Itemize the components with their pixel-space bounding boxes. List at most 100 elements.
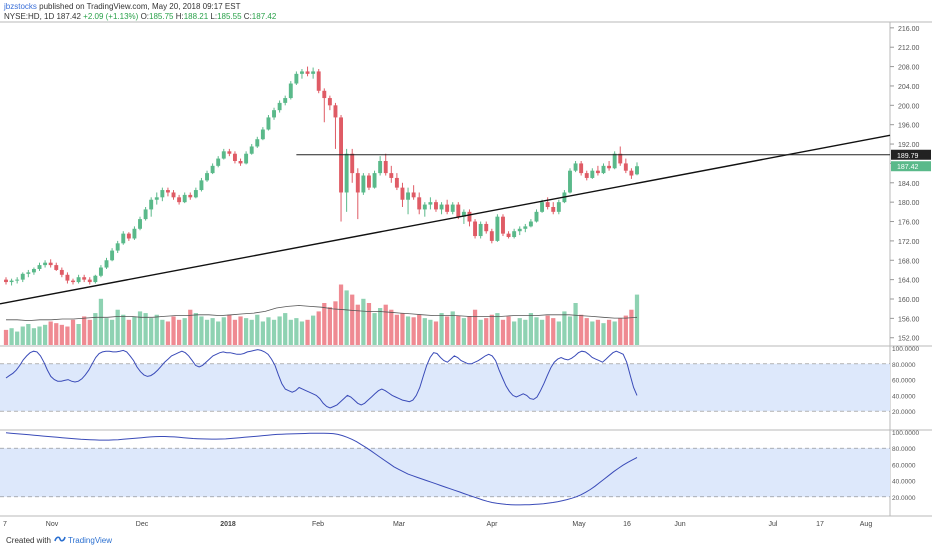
volume-bar (350, 294, 355, 345)
oscillator-pane-2[interactable]: 100.0000 80.0000 60.0000 40.0000 20.0000 (0, 429, 932, 506)
publish-info: published on TradingView.com, May 20, 20… (39, 2, 241, 11)
volume-bar (327, 307, 332, 345)
volume-bar (227, 314, 232, 345)
candle-body (110, 250, 115, 261)
volume-bar (500, 319, 506, 345)
time-tick-label: Dec (136, 521, 149, 528)
volume-bar (37, 326, 42, 345)
volume-bar (54, 323, 59, 345)
candle-body (512, 231, 517, 238)
candle-body (43, 262, 48, 266)
volume-bar (422, 318, 427, 345)
price-axis[interactable]: 216.00 212.00 208.00 204.00 200.00 196.00 192.… (890, 26, 931, 343)
candle-body (439, 204, 444, 210)
change-value: +2.09 (+1.13%) (83, 12, 139, 21)
candle-body (154, 197, 159, 200)
candle-body (277, 102, 282, 111)
candle-body (461, 211, 466, 217)
candle-body (132, 228, 137, 239)
volume-bar (551, 318, 556, 345)
candle-body (93, 275, 98, 283)
volume-bar (216, 321, 221, 345)
candle-body (450, 204, 455, 212)
candle-body (445, 204, 450, 212)
tradingview-brand[interactable]: TradingView (68, 536, 113, 545)
candle-body (467, 211, 472, 222)
tradingview-logo-icon (54, 536, 66, 542)
volume-bar (277, 316, 282, 345)
volume-bar (495, 313, 500, 345)
candle-body (165, 190, 170, 193)
volume-bar (450, 311, 455, 345)
volume-bar (283, 313, 288, 345)
oscillator-pane-1[interactable]: 100.0000 80.0000 60.0000 40.0000 20.0000 (0, 345, 932, 416)
volume-bar (109, 319, 115, 345)
candle-body (210, 165, 215, 174)
oscillator-tick-label: 40.0000 (892, 393, 916, 400)
price-tick-label: 192.00 (898, 142, 920, 149)
volume-bar (506, 316, 511, 345)
open-label: O: (140, 12, 150, 21)
price-tick-label: 164.00 (898, 278, 920, 285)
volume-bar (590, 321, 595, 345)
volume-bar (9, 328, 14, 345)
volume-bar (366, 303, 372, 345)
candle-body (590, 170, 595, 178)
time-tick-label: Nov (46, 521, 59, 528)
candle-body (283, 98, 288, 103)
volume-bar (305, 319, 310, 345)
time-tick-label: Aug (860, 521, 873, 528)
volume-bar (556, 321, 561, 345)
candle-body (534, 211, 539, 222)
volume-bar (104, 318, 109, 345)
volume-bar (428, 319, 433, 345)
price-tick-label: 200.00 (898, 103, 920, 110)
volume-bar (115, 309, 120, 345)
volume-bar (249, 319, 254, 345)
candle-body (333, 105, 338, 118)
price-pane-bg (0, 22, 932, 346)
candle-body (411, 192, 416, 198)
candle-body (629, 170, 634, 176)
volume-bar (176, 319, 182, 345)
chart-canvas[interactable]: 216.00 212.00 208.00 204.00 200.00 196.00 192.… (0, 0, 932, 530)
price-tick-label: 156.00 (898, 316, 920, 323)
oscillator-band (0, 363, 890, 412)
volume-bar (456, 315, 461, 345)
candle-body (478, 223, 483, 237)
volume-bar (461, 318, 467, 345)
oscillator-line (5, 349, 638, 409)
publish-line: jbzstocks published on TradingView.com, … (4, 2, 276, 12)
candle-body (406, 192, 411, 200)
created-with-label: Created with (6, 536, 51, 545)
candle-body (383, 161, 388, 174)
price-pane[interactable] (0, 21, 932, 516)
volume-bar (595, 319, 601, 345)
author-link[interactable]: jbzstocks (4, 2, 37, 11)
candle-body (98, 267, 103, 276)
volume-bar (512, 321, 517, 345)
candle-body (551, 207, 556, 212)
candle-body (300, 71, 304, 74)
candle-body (322, 90, 327, 99)
candle-body (506, 233, 511, 238)
candle-body (623, 163, 628, 171)
volume-bar (528, 313, 534, 345)
oscillator-tick-label: 60.0000 (892, 378, 916, 385)
time-tick-label: 7 (3, 521, 7, 528)
volume-bar (210, 318, 215, 345)
volume-bar (193, 313, 198, 345)
volume-bar (417, 314, 422, 345)
candle-body (422, 204, 427, 210)
candle-body (9, 280, 14, 283)
time-axis[interactable]: 7 Nov Dec 2018 Feb Mar Apr May 16 Jun Jul 17 Aug (0, 515, 932, 528)
candle-body (601, 165, 606, 174)
volume-bar (472, 309, 478, 345)
last-price: 187.42 (56, 12, 81, 21)
high-value: 188.21 (183, 12, 209, 21)
time-tick-label: Jun (674, 521, 685, 528)
candle-body (473, 221, 478, 237)
volume-bar (629, 309, 634, 345)
price-tick-label: 180.00 (898, 200, 920, 207)
volume-bar (539, 319, 545, 345)
